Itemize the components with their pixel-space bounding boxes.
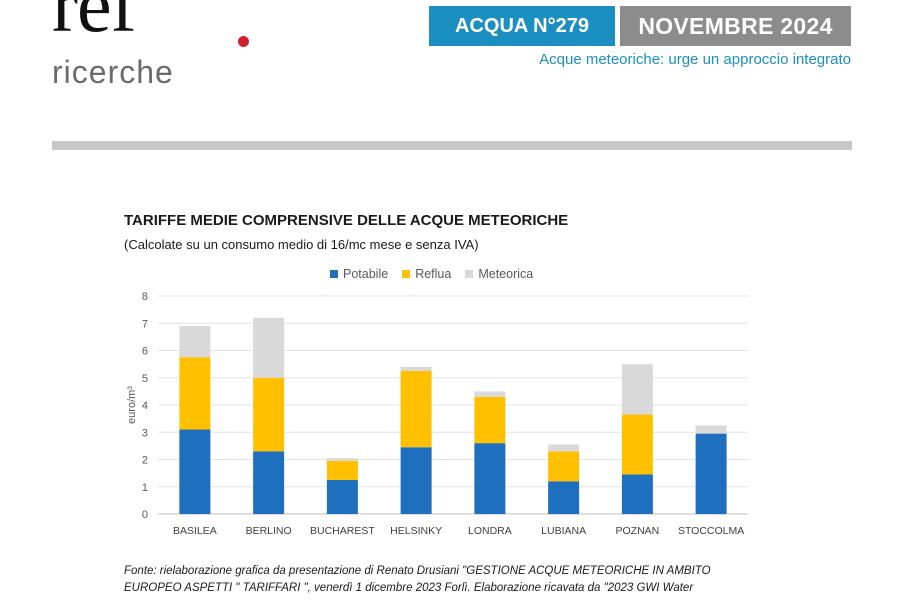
date-badge: NOVEMBRE 2024	[620, 6, 851, 46]
x-tick-label-basilea: BASILEA	[173, 525, 217, 537]
y-tick-label-3: 3	[142, 427, 148, 439]
chart-legend: Potabile Reflua Meteorica	[330, 267, 533, 281]
y-tick-label-2: 2	[142, 455, 148, 467]
y-tick-label-4: 4	[142, 400, 148, 412]
x-tick-label-berlino: BERLINO	[246, 525, 292, 537]
x-tick-label-poznan: POZNAN	[615, 525, 659, 537]
bar-londra-potabile	[474, 443, 506, 514]
y-tick-label-5: 5	[142, 373, 148, 385]
issue-badge: ACQUA N°279	[429, 6, 615, 46]
logo-sub-text: ricerche	[52, 54, 174, 90]
issue-subtitle: Acque meteoriche: urge un approccio inte…	[539, 51, 851, 68]
bar-berlino-meteorica	[253, 317, 285, 378]
bar-bucharest-meteorica	[326, 458, 358, 461]
y-axis-label: euro/m³	[126, 386, 138, 424]
logo-dot	[238, 36, 249, 47]
bar-poznan-reflua	[621, 414, 653, 475]
x-tick-label-lubiana: LUBIANA	[541, 525, 586, 537]
bar-bucharest-reflua	[326, 460, 358, 480]
chart-subtitle: (Calcolate su un consumo medio di 16/mc …	[124, 237, 479, 252]
bar-lubiana-reflua	[548, 451, 580, 482]
y-tick-label-1: 1	[142, 482, 148, 494]
chart-title: TARIFFE MEDIE COMPRENSIVE DELLE ACQUE ME…	[124, 212, 569, 229]
bar-lubiana-potabile	[548, 481, 580, 514]
source-line-2: EUROPEO ASPETTI " TARIFFARI ", venerdì 1…	[124, 582, 694, 594]
legend-label-potabile: Potabile	[343, 267, 389, 281]
x-tick-label-helsinky: HELSINKY	[390, 525, 442, 537]
legend-swatch-potabile	[330, 270, 338, 278]
legend-swatch-reflua	[402, 270, 411, 278]
legend-label-reflua: Reflua	[415, 267, 452, 281]
bar-basilea-reflua	[179, 357, 211, 430]
x-tick-label-bucharest: BUCHAREST	[310, 525, 375, 537]
bar-londra-reflua	[474, 396, 506, 444]
legend-label-meteorica: Meteorica	[478, 267, 534, 281]
y-tick-label-8: 8	[142, 291, 148, 303]
bar-helsinky-reflua	[400, 370, 432, 448]
y-tick-label-7: 7	[142, 318, 148, 330]
bar-bucharest-potabile	[326, 479, 358, 514]
bar-basilea-potabile	[179, 429, 211, 514]
logo-main-text: ref	[52, 0, 137, 48]
bar-stoccolma-potabile	[695, 433, 727, 514]
bar-berlino-potabile	[253, 451, 285, 514]
y-tick-label-6: 6	[142, 346, 148, 358]
bar-helsinky-potabile	[400, 447, 432, 514]
bar-berlino-reflua	[253, 377, 285, 452]
x-tick-label-stoccolma: STOCCOLMA	[678, 525, 744, 537]
bar-poznan-meteorica	[621, 364, 653, 415]
bar-poznan-potabile	[621, 474, 653, 514]
source-line-1: Fonte: rielaborazione grafica da present…	[124, 565, 711, 577]
legend-item-reflua: Reflua	[402, 267, 451, 281]
legend-item-meteorica: Meteorica	[465, 267, 533, 281]
bar-basilea-meteorica	[179, 325, 211, 358]
header-divider	[52, 141, 852, 150]
legend-item-potabile: Potabile	[330, 267, 388, 281]
x-tick-label-londra: LONDRA	[468, 525, 512, 537]
bar-lubiana-meteorica	[548, 444, 580, 452]
bar-londra-meteorica	[474, 391, 506, 397]
bar-helsinky-meteorica	[400, 366, 432, 371]
bar-stoccolma-meteorica	[695, 425, 727, 434]
source-note: Fonte: rielaborazione grafica da present…	[124, 563, 744, 597]
y-tick-label-0: 0	[142, 509, 148, 521]
legend-swatch-meteorica	[465, 270, 474, 278]
ref-ricerche-logo: ref ricerche	[52, 0, 249, 95]
